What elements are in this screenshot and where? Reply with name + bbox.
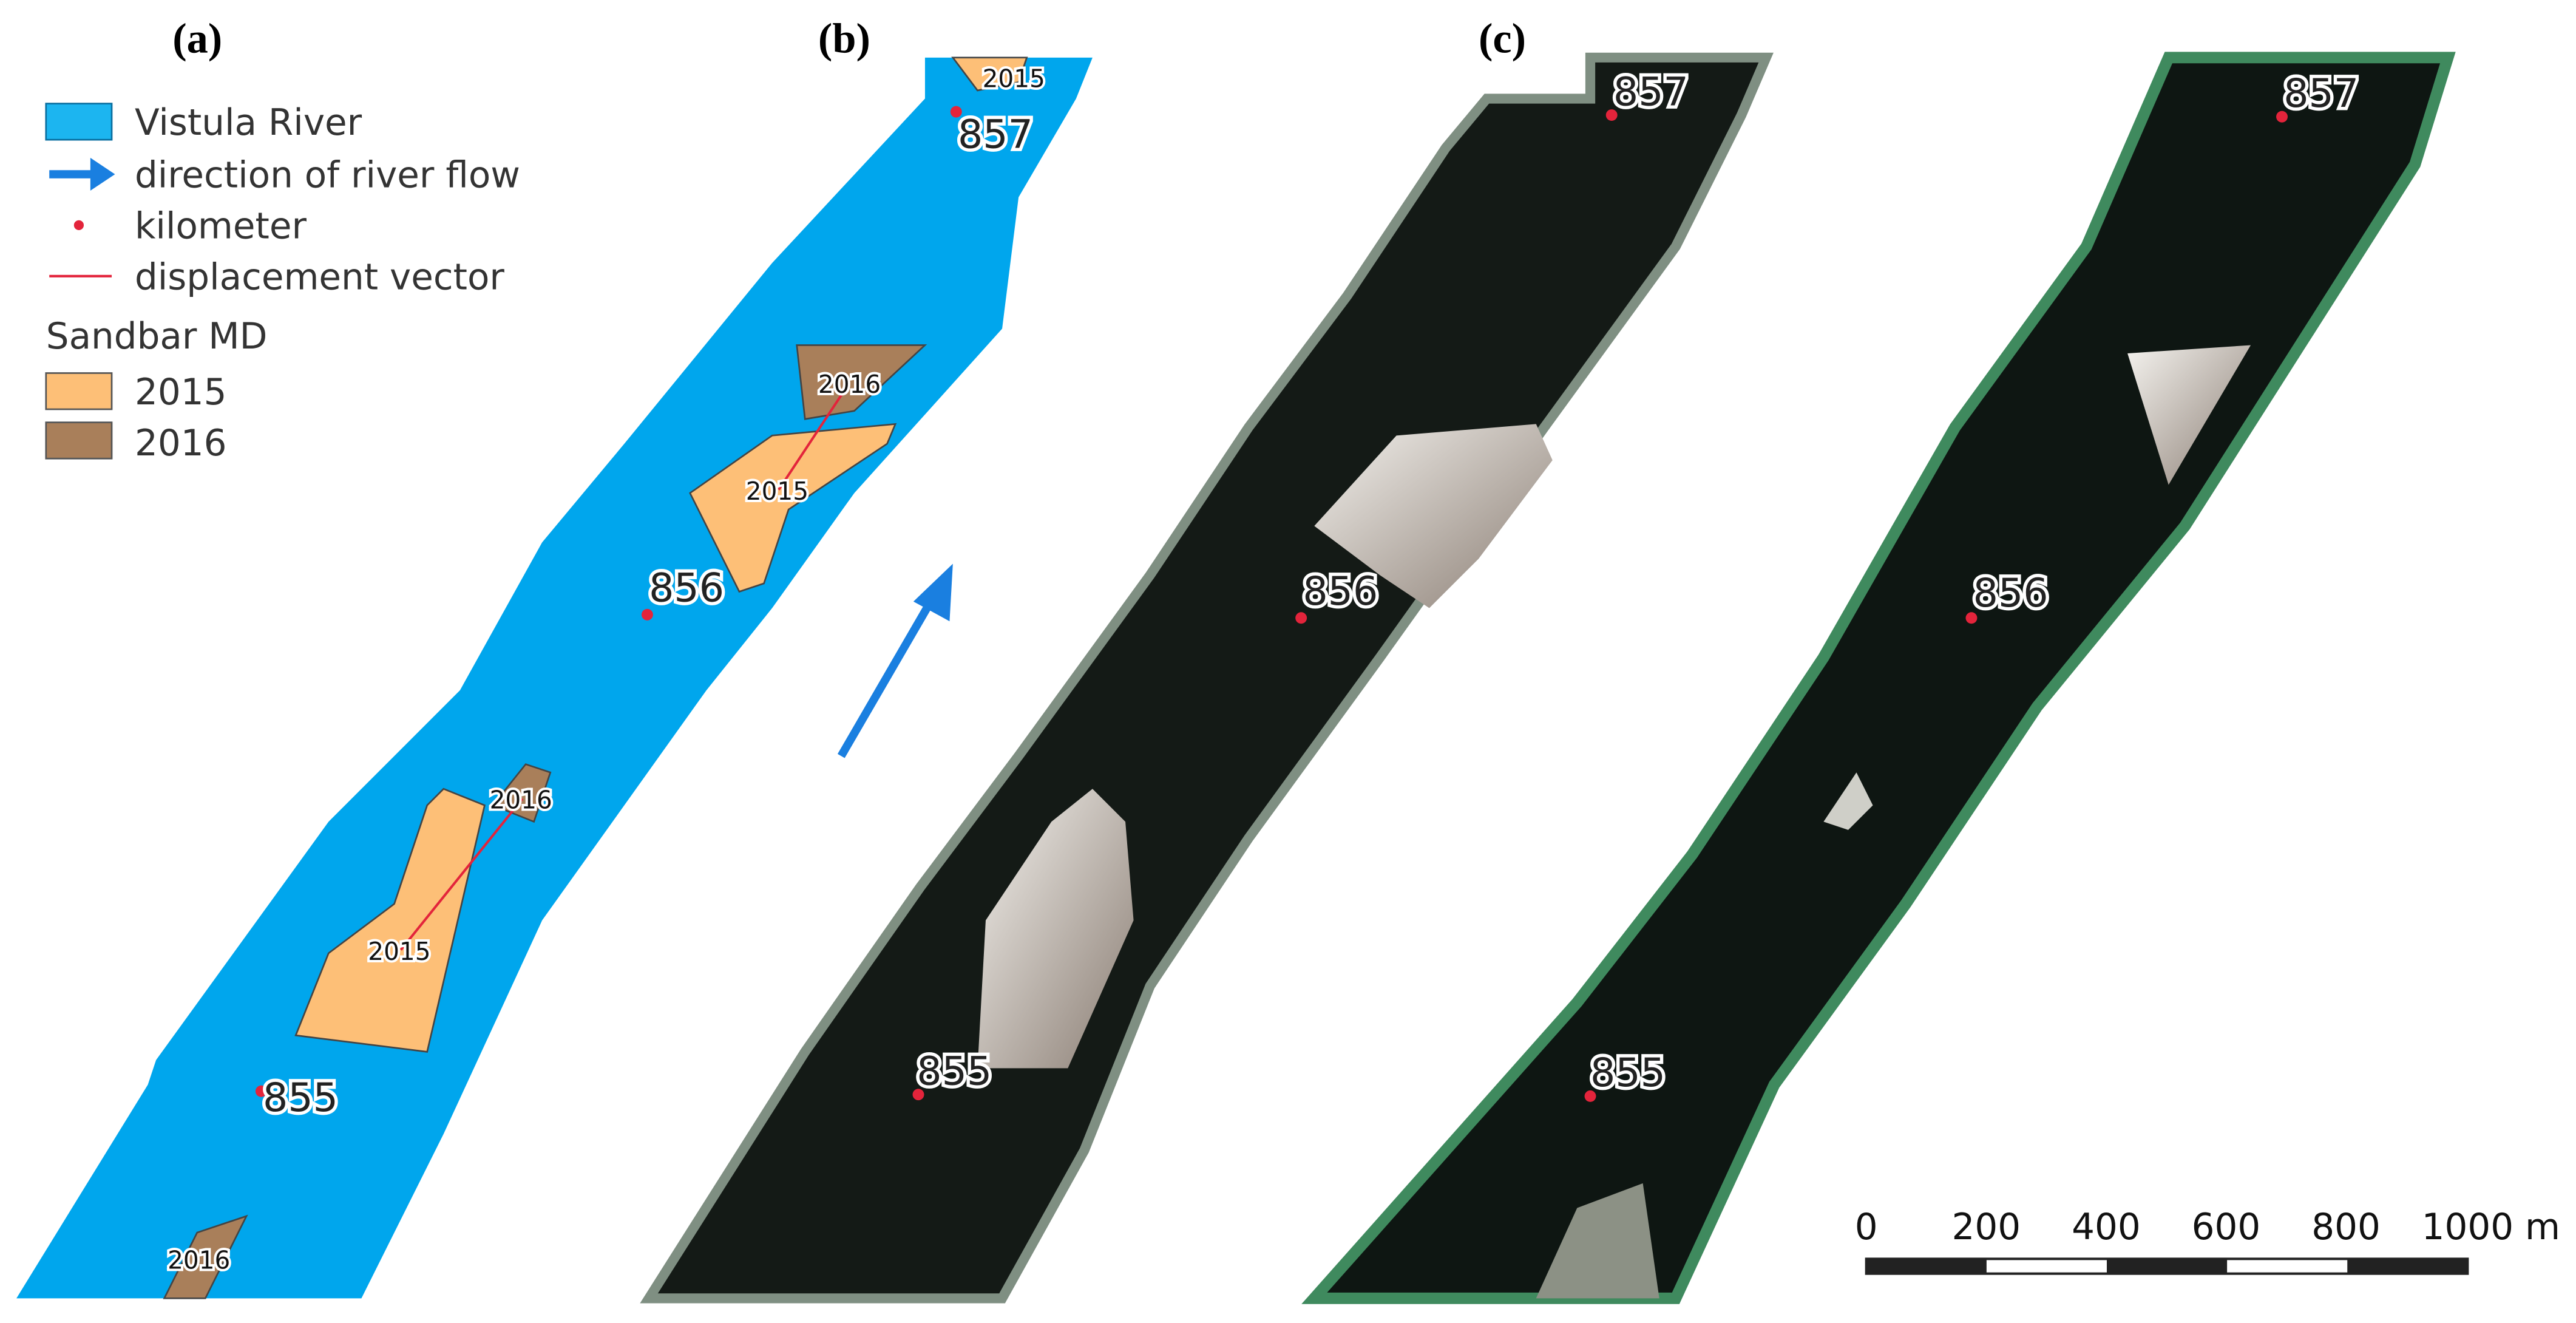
sandbar-label: 2015 <box>746 477 808 506</box>
kilometer-dot <box>1965 612 1978 624</box>
legend-label: Vistula River <box>135 102 362 144</box>
kilometer-dot <box>641 608 653 621</box>
sandbar-2015 <box>294 787 486 1053</box>
displacement-vector <box>399 798 524 951</box>
legend-mask <box>912 57 925 99</box>
sandbar-image <box>1823 772 1873 830</box>
legend-arrowhead <box>90 157 115 191</box>
sandbar-2016 <box>491 763 552 823</box>
scale-bar-label: 400 <box>2072 1206 2141 1248</box>
kilometer-label: 855 <box>1590 1050 1666 1096</box>
scale-bar-segment <box>2347 1259 2468 1274</box>
sandbar-label: 2015 <box>983 64 1045 94</box>
legend-label: 2016 <box>135 423 227 464</box>
kilometer-label: 857 <box>1613 69 1689 115</box>
sandbar-2015 <box>689 423 897 593</box>
kilometer-label: 856 <box>1303 569 1378 614</box>
scale-bar-segment <box>2106 1259 2228 1274</box>
sandbar-2015 <box>951 56 1028 92</box>
sandbar-label: 2015 <box>368 937 430 966</box>
kilometer-label: 856 <box>1973 571 2049 616</box>
legend-label: displacement vector <box>135 256 504 298</box>
legend-label: 2015 <box>135 372 227 413</box>
legend-label: direction of river flow <box>135 155 520 197</box>
sandbar-image <box>977 789 1134 1069</box>
sandbar-2016 <box>796 344 927 420</box>
scale-bar-segment <box>1866 1259 1987 1274</box>
legend-swatch-river <box>45 103 113 141</box>
kilometer-label: 857 <box>958 112 1033 158</box>
sandbar-image <box>1314 424 1553 608</box>
scale-bar-label: 800 <box>2311 1206 2381 1248</box>
legend-label: kilometer <box>135 206 307 248</box>
flow-arrowhead <box>913 563 953 622</box>
sandbar-image <box>1536 1183 1659 1299</box>
scale-bar-label: 0 <box>1855 1206 1878 1248</box>
kilometer-dot <box>2276 111 2288 123</box>
sandbar-label: 2016 <box>490 786 552 815</box>
kilometer-label: 855 <box>917 1049 992 1094</box>
sandbar-label: 2016 <box>818 370 881 399</box>
kilometer-dot <box>255 1085 267 1097</box>
legend-dot <box>73 220 84 231</box>
kilometer-dot <box>1605 109 1618 121</box>
panel-label: (a) <box>172 15 222 63</box>
kilometer-dot <box>1584 1090 1596 1102</box>
kilometer-label: 857 <box>2283 71 2359 117</box>
kilometer-dot <box>912 1089 924 1101</box>
displacement-vector <box>778 382 851 491</box>
sandbar-image <box>2127 345 2251 485</box>
scale-bar-label: 1000 m <box>2422 1206 2560 1248</box>
panel-label: (c) <box>1479 15 1526 63</box>
legend-swatch-2015 <box>45 372 113 410</box>
kilometer-dot <box>950 106 962 118</box>
legend-group-title: Sandbar MD <box>46 316 268 358</box>
kilometer-label: 856 <box>649 566 724 611</box>
scale-bar-label: 200 <box>1951 1206 2021 1248</box>
sandbar-label: 2016 <box>168 1246 230 1275</box>
river-image <box>640 52 1774 1304</box>
flow-arrow <box>837 590 940 758</box>
kilometer-dot <box>1295 612 1307 624</box>
panel-label: (b) <box>818 15 870 63</box>
scale-bar-label: 600 <box>2192 1206 2261 1248</box>
legend-swatch-2016 <box>45 421 113 460</box>
sandbar-2016 <box>163 1214 248 1299</box>
kilometer-label: 855 <box>263 1075 338 1121</box>
